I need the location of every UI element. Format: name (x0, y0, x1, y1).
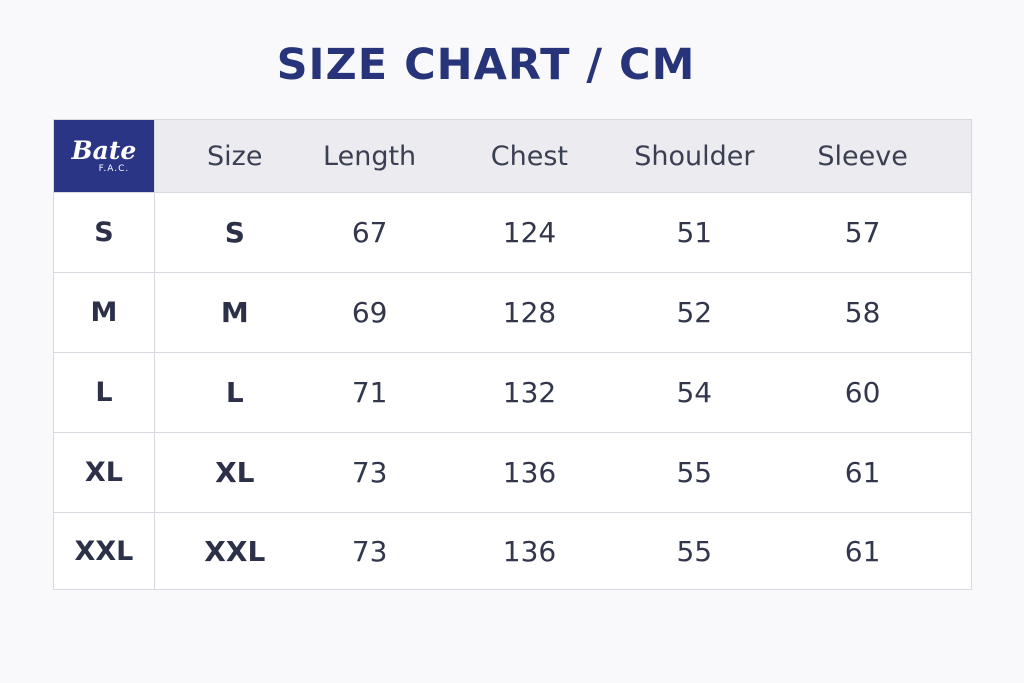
table-row: M M 69 128 52 58 (54, 272, 971, 352)
table-row: XXL XXL 73 136 55 61 (54, 512, 971, 589)
cell-shoulder: 54 (676, 376, 713, 409)
size-chart-table: Bate F.A.C. Size Length Chest Shoulder Sl… (53, 119, 972, 590)
logo-sub: F.A.C. (98, 164, 130, 174)
cell-size: L (225, 376, 244, 409)
cell-size: XXL (204, 534, 266, 568)
cell-chest: 132 (502, 376, 557, 409)
cell-length: 67 (351, 216, 388, 249)
table-header: Bate F.A.C. Size Length Chest Shoulder Sl… (54, 120, 971, 192)
brand-logo: Bate F.A.C. (54, 120, 155, 192)
row-label: M (54, 273, 155, 352)
row-label: XXL (54, 513, 155, 589)
logo-name: Bate (71, 136, 137, 165)
cell-length: 73 (351, 456, 388, 489)
cell-length: 71 (351, 376, 388, 409)
cell-chest: 128 (502, 296, 557, 329)
row-label: XL (54, 433, 155, 512)
row-label: S (54, 193, 155, 272)
page-title: SIZE CHART / CM (276, 40, 696, 90)
cell-chest: 136 (502, 534, 557, 568)
header-chest: Chest (490, 140, 569, 172)
header-shoulder: Shoulder (634, 140, 755, 172)
table-row: XL XL 73 136 55 61 (54, 432, 971, 512)
cell-chest: 124 (502, 216, 557, 249)
cell-sleeve: 61 (844, 456, 881, 489)
row-label: L (54, 353, 155, 432)
cell-size: S (224, 216, 245, 249)
header-sleeve: Sleeve (817, 140, 908, 172)
cell-shoulder: 52 (676, 296, 713, 329)
cell-shoulder: 55 (676, 534, 713, 568)
table-row: S S 67 124 51 57 (54, 192, 971, 272)
cell-sleeve: 60 (844, 376, 881, 409)
cell-length: 69 (351, 296, 388, 329)
cell-size: M (220, 296, 249, 329)
table-row: L L 71 132 54 60 (54, 352, 971, 432)
cell-length: 73 (351, 534, 388, 568)
cell-sleeve: 58 (844, 296, 881, 329)
cell-chest: 136 (502, 456, 557, 489)
cell-sleeve: 57 (844, 216, 881, 249)
cell-shoulder: 51 (676, 216, 713, 249)
cell-sleeve: 61 (844, 534, 881, 568)
header-size: Size (207, 140, 263, 172)
header-length: Length (323, 140, 417, 172)
cell-size: XL (215, 456, 255, 489)
cell-shoulder: 55 (676, 456, 713, 489)
